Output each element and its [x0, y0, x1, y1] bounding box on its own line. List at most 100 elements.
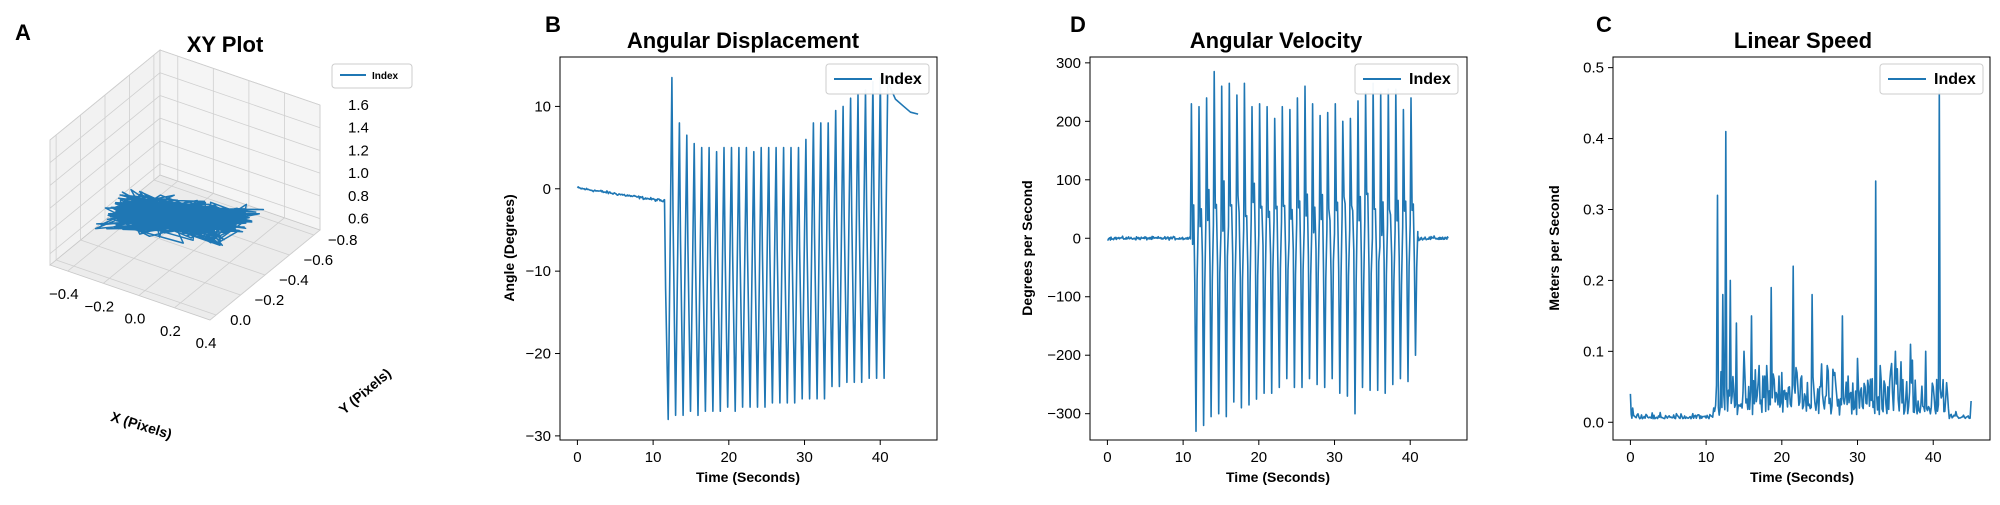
chart-title: Angular Displacement [627, 28, 860, 53]
series-line-index [1106, 70, 1449, 432]
x-tick-label: 40 [1925, 449, 1942, 466]
y-tick-label: 0.3 [1583, 201, 1604, 218]
legend-label: Index [1934, 71, 1976, 88]
y-tick-label: 0.0 [1583, 414, 1604, 431]
grid-line [49, 49, 161, 141]
panel-label: D [1070, 12, 1086, 37]
panel-label: B [545, 12, 561, 37]
x-tick-label: 0.0 [124, 311, 145, 328]
y-tick-label: 200 [1056, 113, 1081, 130]
y-tick-label: 0 [1073, 230, 1081, 247]
y-tick-label: 0.0 [230, 312, 251, 329]
x-tick-label: 10 [645, 449, 662, 466]
linear-speed-chart: C Linear Speed 0 10 20 30 40 0.5 0.4 0.3 0.2 0.1 0… [1546, 12, 1991, 485]
legend: Index [825, 63, 930, 95]
y-tick-label: −100 [1047, 289, 1081, 306]
angular-displacement-chart: B Angular Displacement 0 10 20 30 40 10 0 −10 −2… [501, 12, 938, 485]
grid-line [49, 117, 161, 209]
x-tick-label: 0 [1103, 449, 1111, 466]
y-axis-label: Angle (Degrees) [501, 194, 517, 301]
panel-b: B Angular Displacement 0 10 20 30 40 10 0 −10 −2… [500, 0, 970, 500]
x-tick-label: 30 [1326, 449, 1343, 466]
x-tick-label: −0.4 [49, 286, 79, 303]
z-tick-label: 0.6 [348, 211, 369, 228]
y-tick-label: −0.6 [303, 252, 333, 269]
y-tick-label: 0.4 [1583, 131, 1604, 148]
legend-label: Index [1409, 71, 1451, 88]
y-tick-label: 300 [1056, 55, 1081, 72]
y-tick-label: 0 [543, 181, 551, 198]
chart-title: Linear Speed [1734, 28, 1872, 53]
grid-line [49, 163, 161, 254]
x-tick-label: 40 [1402, 449, 1419, 466]
z-tick-label: 1.0 [348, 165, 369, 182]
chart-title: XY Plot [187, 32, 264, 57]
x-tick-label: 0.4 [196, 335, 217, 352]
y-tick-label: −300 [1047, 406, 1081, 423]
plot-frame [559, 56, 938, 441]
x-tick-label: 0.2 [160, 323, 181, 340]
y-tick-label: 100 [1056, 172, 1081, 189]
legend: Index [1354, 63, 1459, 95]
z-tick-label: 1.2 [348, 142, 369, 159]
x-axis-label: Time (Seconds) [696, 469, 800, 485]
y-tick-label: 0.5 [1583, 60, 1604, 77]
panel-label: C [1596, 12, 1612, 37]
y-axis-label: Meters per Second [1546, 185, 1562, 310]
grid-line [159, 117, 321, 174]
legend: Index [331, 63, 413, 89]
x-tick-label: 20 [1250, 449, 1267, 466]
plot-frame [1089, 56, 1468, 441]
legend-label: Index [880, 71, 922, 88]
y-tick-label: −0.8 [328, 232, 358, 249]
x-tick-label: 30 [796, 449, 813, 466]
x-axis-label: X (Pixels) [109, 408, 174, 442]
x-tick-label: 20 [720, 449, 737, 466]
y-axis-label: Degrees per Second [1020, 180, 1035, 315]
y-tick-label: 0.1 [1583, 343, 1604, 360]
x-axis-label: Time (Seconds) [1226, 469, 1330, 485]
grid-line [55, 259, 217, 316]
grid-line [49, 95, 161, 186]
x-tick-label: 10 [1698, 449, 1715, 466]
y-tick-label: −0.4 [279, 272, 309, 289]
panel-label: A [15, 20, 31, 45]
z-tick-label: 0.8 [348, 188, 369, 205]
legend: Index [1879, 63, 1984, 95]
angular-velocity-chart: D Angular Velocity 0 10 20 30 40 300 200 100 0 −1… [1019, 12, 1468, 485]
y-tick-label: −20 [526, 346, 551, 363]
x-tick-label: −0.2 [85, 298, 115, 315]
legend-label: Index [372, 71, 399, 82]
y-tick-label: −200 [1047, 347, 1081, 364]
panel-d: D Angular Velocity 0 10 20 30 40 300 200 100 0 −1… [1019, 0, 1490, 500]
y-tick-label: 0.2 [1583, 272, 1604, 289]
series-line-index [1629, 88, 1972, 420]
y-tick-label: −0.2 [255, 292, 285, 309]
grid-line [153, 179, 315, 236]
y-tick-label: 10 [534, 98, 551, 115]
x-tick-label: 0 [1626, 449, 1634, 466]
grid-line [159, 49, 321, 106]
y-axis-label: Y (Pixels) [336, 365, 394, 418]
panel-a: A XY Plot −0.4 −0.2 0.0 0.2 0.4 0.0 −0.2 −0.4 −0… [0, 0, 470, 500]
series-line-index [94, 188, 265, 247]
x-tick-label: 0 [573, 449, 581, 466]
z-tick-label: 1.4 [348, 120, 369, 137]
grid-line [159, 95, 321, 151]
panel-c: C Linear Speed 0 10 20 30 40 0.5 0.4 0.3 0.2 0.1 0… [1540, 0, 2000, 500]
x-axis-label: Time (Seconds) [1750, 469, 1854, 485]
grid-line [159, 140, 321, 197]
grid-line [80, 239, 241, 296]
x-tick-label: 20 [1773, 449, 1790, 466]
x-tick-label: 40 [872, 449, 889, 466]
grid-line [159, 163, 321, 220]
grid-line [49, 72, 161, 164]
x-tick-label: 30 [1849, 449, 1866, 466]
grid-line [159, 72, 321, 129]
chart-title: Angular Velocity [1190, 28, 1363, 53]
plot-frame [1612, 56, 1991, 441]
y-tick-label: −30 [526, 428, 551, 445]
x-tick-label: 10 [1175, 449, 1192, 466]
z-tick-label: 1.6 [348, 97, 369, 114]
y-tick-label: −10 [526, 263, 551, 280]
